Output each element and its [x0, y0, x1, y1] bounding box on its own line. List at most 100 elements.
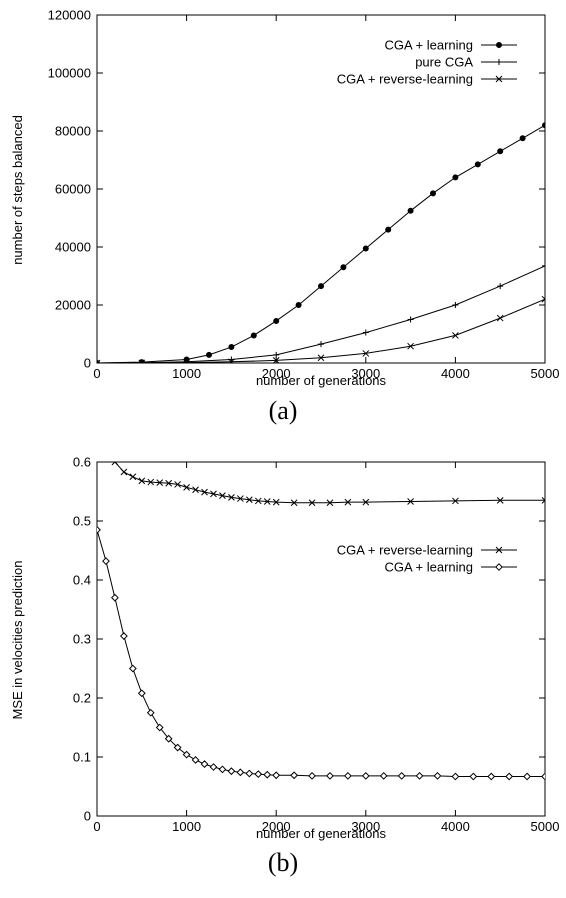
- data-point: [541, 295, 545, 303]
- x-tick-label: 1000: [172, 819, 201, 834]
- data-point: [317, 354, 325, 362]
- legend-marker: [495, 563, 503, 571]
- plot-frame-b: [96, 461, 546, 817]
- data-point: [228, 358, 235, 363]
- data-point: [227, 767, 236, 776]
- data-point: [415, 771, 424, 780]
- data-point: [452, 174, 459, 181]
- data-point: [209, 763, 218, 771]
- data-point: [343, 771, 352, 780]
- data-point: [362, 329, 369, 336]
- data-point: [263, 770, 272, 779]
- data-point: [183, 358, 190, 363]
- data-point: [344, 498, 352, 506]
- data-point: [519, 135, 526, 142]
- data-point: [173, 743, 182, 752]
- data-point: [146, 708, 155, 717]
- data-point: [397, 771, 406, 780]
- y-tick-label: 120000: [48, 8, 91, 23]
- y-tick-label: 100000: [48, 66, 91, 81]
- data-point: [452, 497, 459, 505]
- legend-b: CGA + reverse-learning CGA + learning: [337, 543, 517, 575]
- legend-label: CGA + learning: [384, 38, 473, 53]
- data-point: [542, 262, 545, 269]
- x-tick-label: 1000: [172, 366, 201, 381]
- y-tick-label: 0.6: [73, 455, 91, 470]
- data-point: [474, 161, 481, 168]
- series-line: [97, 265, 545, 363]
- data-point: [318, 341, 324, 348]
- tick-group-a: 0 1000 2000 3000 4000 5000 0 20000 40000 60000 800…: [48, 8, 560, 382]
- data-point: [326, 499, 334, 507]
- y-tick-label: 0.1: [73, 750, 91, 765]
- data-point: [497, 283, 504, 290]
- data-point: [317, 283, 324, 290]
- data-point: [165, 479, 173, 487]
- data-point: [273, 317, 280, 324]
- legend-a: CGA + learning pure CGA CGA + reverse-lear…: [337, 38, 517, 87]
- y-tick-label: 0.4: [73, 573, 91, 588]
- tick-group-b: 0 1000 2000 3000 4000 5000 0 0.1 0.2 0.3 0.4 0.5 0.6: [73, 455, 560, 835]
- y-tick-label: 0: [84, 356, 91, 371]
- y-tick-label: 0.5: [73, 514, 91, 529]
- caption-a: (a): [269, 396, 298, 425]
- data-point: [541, 772, 545, 781]
- series-1: [103, 435, 545, 507]
- data-point: [192, 486, 199, 494]
- plot-area-b: [97, 435, 545, 781]
- data-point: [273, 351, 280, 358]
- data-point: [97, 359, 101, 363]
- data-point: [250, 332, 257, 339]
- data-point: [429, 190, 436, 197]
- data-point: [433, 771, 442, 780]
- data-point: [103, 435, 109, 441]
- legend-label: pure CGA: [415, 55, 473, 70]
- data-point: [138, 359, 146, 363]
- data-point: [496, 314, 504, 322]
- data-point: [97, 525, 101, 534]
- data-point: [201, 488, 208, 496]
- data-point: [245, 769, 254, 778]
- series-line: [97, 124, 545, 363]
- data-point: [496, 496, 504, 504]
- data-point: [362, 245, 369, 252]
- chart-panel-b: 0 1000 2000 3000 4000 5000 0 0.1 0.2 0.3 0.4 0.5 0.6…: [10, 435, 560, 878]
- x-tick-label: 2000: [262, 366, 291, 381]
- y-tick-label: 0.2: [73, 691, 91, 706]
- data-point: [542, 122, 545, 129]
- data-point: [183, 484, 190, 491]
- data-point: [272, 498, 280, 506]
- data-point: [497, 148, 504, 155]
- data-point: [219, 492, 226, 499]
- data-point: [407, 316, 414, 323]
- series-line: [114, 462, 545, 504]
- x-tick-label: 5000: [531, 366, 560, 381]
- data-point: [362, 498, 370, 506]
- y-tick-label: 40000: [55, 240, 91, 255]
- data-point: [228, 494, 235, 501]
- series-1: [97, 122, 545, 363]
- legend-label: CGA + learning: [384, 560, 473, 575]
- data-point: [129, 473, 137, 481]
- series-2: [97, 262, 545, 363]
- x-axis-label-b: number of generations: [256, 826, 387, 841]
- x-tick-label: 5000: [531, 819, 560, 834]
- data-point: [174, 481, 181, 488]
- data-point: [272, 771, 281, 780]
- data-point: [452, 332, 459, 339]
- legend-label: CGA + reverse-learning: [337, 72, 473, 87]
- series-3: [97, 295, 545, 363]
- data-point: [218, 765, 227, 774]
- data-point: [182, 750, 191, 759]
- data-point: [138, 477, 146, 485]
- data-point: [290, 771, 299, 780]
- y-tick-label: 20000: [55, 298, 91, 313]
- data-point: [272, 357, 280, 363]
- y-tick-label: 60000: [55, 182, 91, 197]
- x-tick-label: 3000: [351, 366, 380, 381]
- chart-panel-a: 0 1000 2000 3000 4000 5000 0 20000 40000 60000 800…: [10, 8, 559, 426]
- data-point: [361, 771, 370, 780]
- data-point: [295, 301, 302, 308]
- legend-marker: [495, 42, 502, 49]
